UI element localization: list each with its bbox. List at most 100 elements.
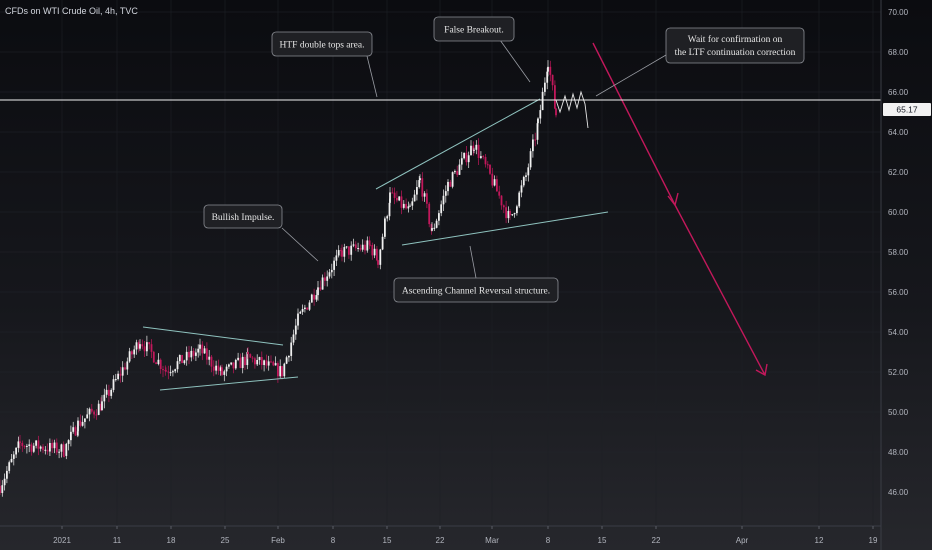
candle-body (306, 307, 309, 310)
candle-body (256, 359, 259, 365)
x-axis[interactable]: 2021 11 18 25 Feb 8 15 22 Mar 8 15 22 Apr 12 19 (0, 525, 881, 545)
leader-line (469, 245, 477, 279)
candle-body (21, 442, 24, 447)
candle-body (215, 365, 217, 371)
candle-body (456, 171, 459, 175)
candle-body (1, 485, 4, 493)
x-tick-label: Mar (485, 536, 499, 545)
candle-body (0, 486, 1, 493)
candle-body (285, 357, 288, 364)
candle-body (117, 373, 119, 380)
candle-body (176, 361, 179, 370)
candle-body (544, 82, 546, 92)
candle-body (536, 123, 539, 140)
arrow-head-icon (755, 363, 768, 377)
annotation-ascending-channel[interactable]: Ascending Channel Reversal structure. (393, 277, 559, 303)
candle-body (60, 444, 63, 452)
candle-body (527, 167, 530, 176)
candle-body (405, 203, 407, 209)
candle-body (502, 205, 505, 208)
candle-body (511, 214, 514, 216)
candle-body (172, 371, 174, 373)
candle-body (65, 443, 68, 456)
candle-body (249, 354, 252, 358)
candle-body (340, 250, 342, 252)
candle-body (411, 201, 414, 206)
projected-wave-path (555, 90, 589, 129)
candle-body (100, 403, 102, 411)
candle-body (539, 110, 542, 119)
x-tick-label: 8 (331, 536, 336, 545)
y-tick-label: 58.00 (888, 248, 909, 257)
x-tick-label: 12 (815, 536, 824, 545)
candle-body (167, 371, 170, 373)
candle-body (97, 403, 100, 415)
candle-body (361, 244, 364, 250)
candle-body (270, 361, 272, 363)
candle-body (42, 446, 44, 451)
candle-body (3, 478, 6, 486)
candle-body (152, 351, 155, 363)
candle-body (51, 442, 54, 449)
candle-body (435, 220, 438, 228)
candle-body (124, 367, 126, 370)
candle-body (263, 360, 265, 365)
candle-body (274, 363, 277, 366)
candle-body (267, 361, 270, 366)
candle-body (525, 175, 527, 177)
y-tick-label: 62.00 (888, 168, 909, 177)
candle-body (384, 218, 386, 237)
candle-body (301, 309, 304, 312)
candle-body (105, 389, 108, 395)
leader-line (366, 55, 378, 98)
annotation-false-breakout[interactable]: False Breakout. (433, 16, 515, 42)
annotation-leaders (281, 39, 667, 279)
candle-body (546, 71, 549, 83)
y-tick-label: 64.00 (888, 128, 909, 137)
candle-body (444, 191, 447, 196)
candle-body (70, 431, 72, 441)
candle-body (210, 356, 213, 367)
candle-body (313, 294, 315, 300)
candle-body (343, 247, 346, 257)
candle-body (49, 442, 51, 452)
candle-body (150, 344, 153, 352)
candle-body (480, 156, 482, 159)
candle-body (195, 352, 197, 356)
candle-body (201, 344, 204, 354)
candle-body (419, 178, 421, 181)
candle-body (472, 145, 475, 151)
candle-body (391, 192, 394, 194)
x-tick-label: 8 (546, 536, 551, 545)
candle-body (376, 248, 378, 261)
candle-body (155, 362, 157, 365)
candle-body (299, 311, 302, 314)
y-axis[interactable]: 70.00 68.00 66.00 64.00 62.00 60.00 58.00 56.00… (880, 0, 909, 550)
annotation-text: HTF double tops area. (280, 41, 365, 51)
candle-body (290, 342, 293, 356)
annotation-bullish-impulse[interactable]: Bullish Impulse. (203, 204, 283, 229)
candle-body (352, 244, 355, 246)
candle-body (35, 440, 37, 446)
candle-body (279, 366, 282, 377)
candle-body (354, 244, 357, 249)
candle-body (228, 364, 230, 367)
y-tick-label: 70.00 (888, 8, 909, 17)
candle-body (541, 91, 544, 111)
x-tick-label: 22 (436, 536, 445, 545)
candle-body (183, 360, 186, 364)
candle-body (505, 207, 507, 219)
candle-body (484, 156, 487, 165)
y-tick-label: 54.00 (888, 328, 909, 337)
annotation-htf-double-tops[interactable]: HTF double tops area. (271, 31, 373, 57)
candle-body (489, 164, 491, 174)
candle-body (128, 351, 131, 362)
candle-body (324, 277, 326, 281)
x-tick-label: 22 (652, 536, 661, 545)
annotation-wait-confirmation[interactable]: Wait for confirmation on the LTF continu… (665, 27, 805, 64)
leader-line (281, 227, 319, 262)
candle-body (288, 355, 290, 358)
candle-body (39, 446, 42, 449)
candle-body (400, 196, 403, 208)
